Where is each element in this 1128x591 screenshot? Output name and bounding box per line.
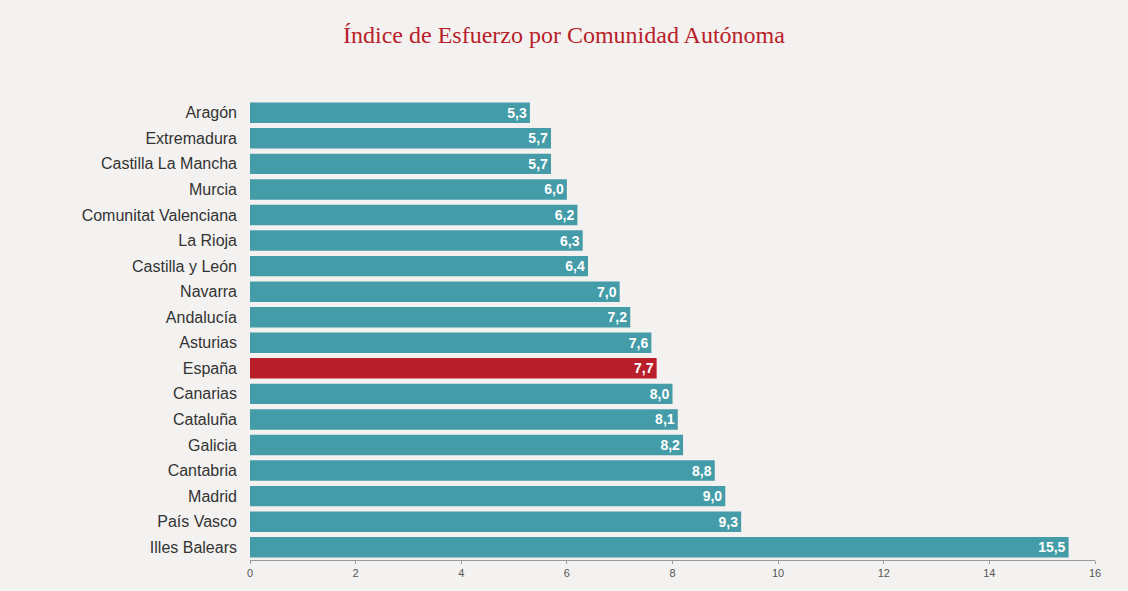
svg-text:Murcia: Murcia (189, 181, 237, 198)
svg-text:2: 2 (353, 567, 359, 579)
svg-text:15,5: 15,5 (1038, 539, 1065, 555)
svg-text:Aragón: Aragón (185, 104, 237, 121)
svg-text:La Rioja: La Rioja (178, 232, 237, 249)
svg-text:8,0: 8,0 (650, 386, 670, 402)
svg-text:Cataluña: Cataluña (173, 411, 237, 428)
svg-text:Cantabria: Cantabria (168, 462, 237, 479)
svg-text:10: 10 (772, 567, 784, 579)
svg-text:Andalucía: Andalucía (166, 309, 237, 326)
svg-text:12: 12 (878, 567, 890, 579)
svg-text:8,8: 8,8 (692, 463, 712, 479)
svg-text:6,4: 6,4 (565, 258, 585, 274)
svg-text:9,3: 9,3 (718, 514, 738, 530)
svg-text:8,2: 8,2 (660, 437, 680, 453)
svg-text:6,0: 6,0 (544, 181, 564, 197)
svg-text:6: 6 (564, 567, 570, 579)
svg-text:Asturias: Asturias (179, 334, 237, 351)
svg-text:Castilla La Mancha: Castilla La Mancha (101, 155, 237, 172)
svg-text:0: 0 (247, 567, 253, 579)
svg-text:7,6: 7,6 (629, 335, 649, 351)
svg-text:Extremadura: Extremadura (145, 130, 237, 147)
svg-text:Madrid: Madrid (188, 488, 237, 505)
svg-text:9,0: 9,0 (703, 488, 723, 504)
svg-text:5,7: 5,7 (528, 130, 548, 146)
svg-text:País Vasco: País Vasco (157, 513, 237, 530)
svg-text:6,3: 6,3 (560, 233, 580, 249)
svg-text:5,3: 5,3 (507, 105, 527, 121)
svg-text:Comunitat Valenciana: Comunitat Valenciana (82, 207, 237, 224)
svg-text:8: 8 (669, 567, 675, 579)
svg-text:8,1: 8,1 (655, 411, 675, 427)
svg-text:Castilla y León: Castilla y León (132, 258, 237, 275)
svg-text:16: 16 (1089, 567, 1101, 579)
svg-text:Illes Balears: Illes Balears (150, 539, 237, 556)
svg-text:Galicia: Galicia (188, 437, 237, 454)
svg-text:6,2: 6,2 (555, 207, 575, 223)
svg-text:7,7: 7,7 (634, 360, 654, 376)
svg-text:5,7: 5,7 (528, 156, 548, 172)
svg-text:Navarra: Navarra (180, 283, 237, 300)
svg-text:España: España (183, 360, 237, 377)
svg-text:14: 14 (983, 567, 995, 579)
svg-text:7,2: 7,2 (608, 309, 628, 325)
svg-text:7,0: 7,0 (597, 284, 617, 300)
svg-text:Índice de Esfuerzo por Comunid: Índice de Esfuerzo por Comunidad Autónom… (343, 22, 785, 48)
svg-text:Canarias: Canarias (173, 385, 237, 402)
svg-text:4: 4 (458, 567, 464, 579)
